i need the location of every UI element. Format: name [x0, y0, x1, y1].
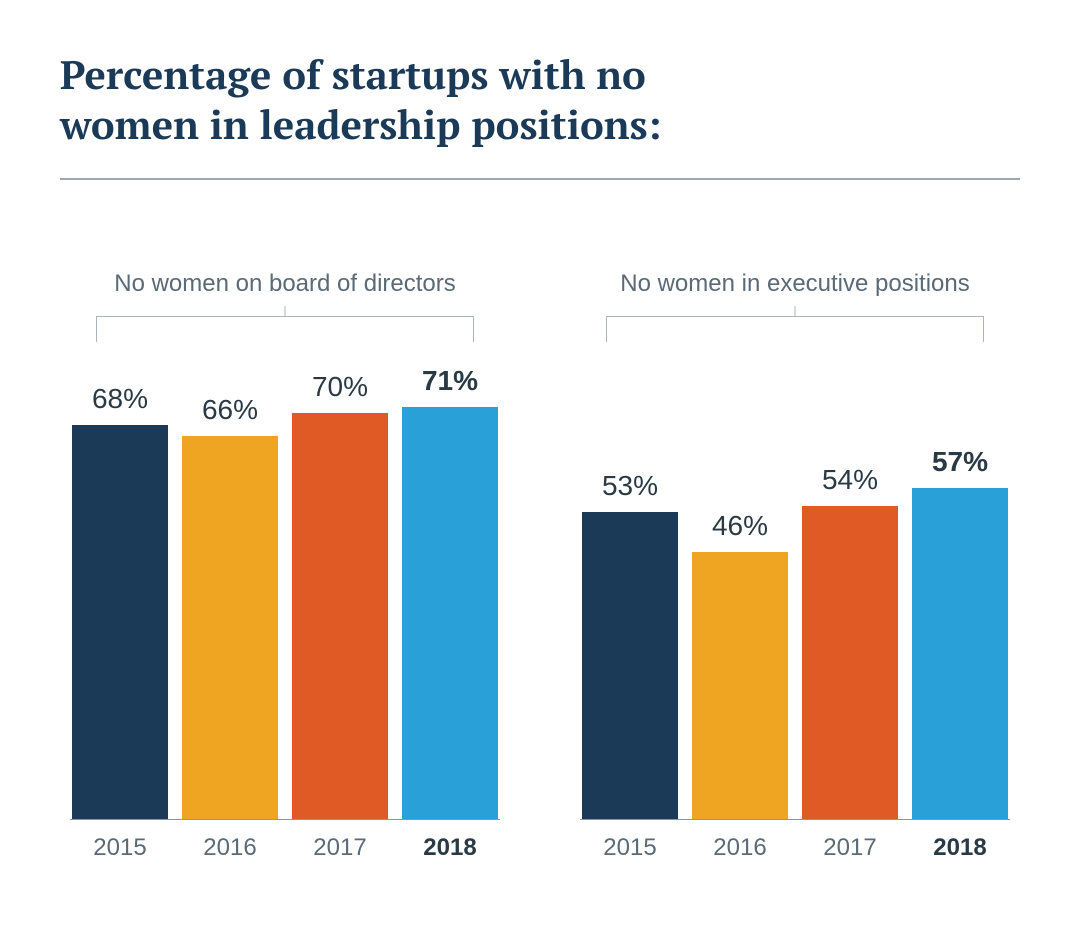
bar-wrap-2017: 54%	[802, 360, 898, 819]
bracket	[70, 306, 500, 342]
chart-subtitle: No women on board of directors	[114, 270, 456, 298]
x-label: 2016	[182, 834, 278, 862]
bar-value-label: 46%	[712, 510, 768, 542]
chart-0: No women on board of directors 68% 66% 70% 7…	[70, 270, 500, 862]
bar	[182, 436, 278, 819]
chart-1: No women in executive positions 53% 46% 54%…	[580, 270, 1010, 862]
bar-value-label: 68%	[92, 383, 148, 415]
bar	[802, 506, 898, 819]
bar-value-label: 57%	[932, 446, 988, 478]
bar	[582, 512, 678, 819]
bar-value-label: 71%	[422, 365, 478, 397]
x-label: 2018	[402, 834, 498, 862]
charts-row: No women on board of directors 68% 66% 70% 7…	[60, 270, 1020, 862]
bar-wrap-2015: 53%	[582, 360, 678, 819]
bar	[912, 488, 1008, 819]
bar	[692, 552, 788, 819]
bar	[72, 425, 168, 819]
bar-value-label: 54%	[822, 464, 878, 496]
bar-value-label: 66%	[202, 394, 258, 426]
x-label: 2017	[802, 834, 898, 862]
bar	[292, 413, 388, 819]
bar-wrap-2018: 57%	[912, 360, 1008, 819]
bars-area: 53% 46% 54% 57%	[580, 360, 1010, 820]
bar-wrap-2016: 46%	[692, 360, 788, 819]
title-divider	[60, 178, 1020, 180]
bar-wrap-2015: 68%	[72, 360, 168, 819]
x-label: 2015	[582, 834, 678, 862]
bar-wrap-2016: 66%	[182, 360, 278, 819]
x-label: 2018	[912, 834, 1008, 862]
bar	[402, 407, 498, 819]
x-axis: 2015 2016 2017 2018	[580, 834, 1010, 862]
bars-area: 68% 66% 70% 71%	[70, 360, 500, 820]
x-label: 2017	[292, 834, 388, 862]
bar-wrap-2018: 71%	[402, 360, 498, 819]
x-label: 2015	[72, 834, 168, 862]
x-axis: 2015 2016 2017 2018	[70, 834, 500, 862]
page-title: Percentage of startups with no women in …	[60, 50, 780, 150]
x-label: 2016	[692, 834, 788, 862]
bar-value-label: 70%	[312, 371, 368, 403]
chart-subtitle: No women in executive positions	[620, 270, 970, 298]
bar-wrap-2017: 70%	[292, 360, 388, 819]
bracket	[580, 306, 1010, 342]
bar-value-label: 53%	[602, 470, 658, 502]
